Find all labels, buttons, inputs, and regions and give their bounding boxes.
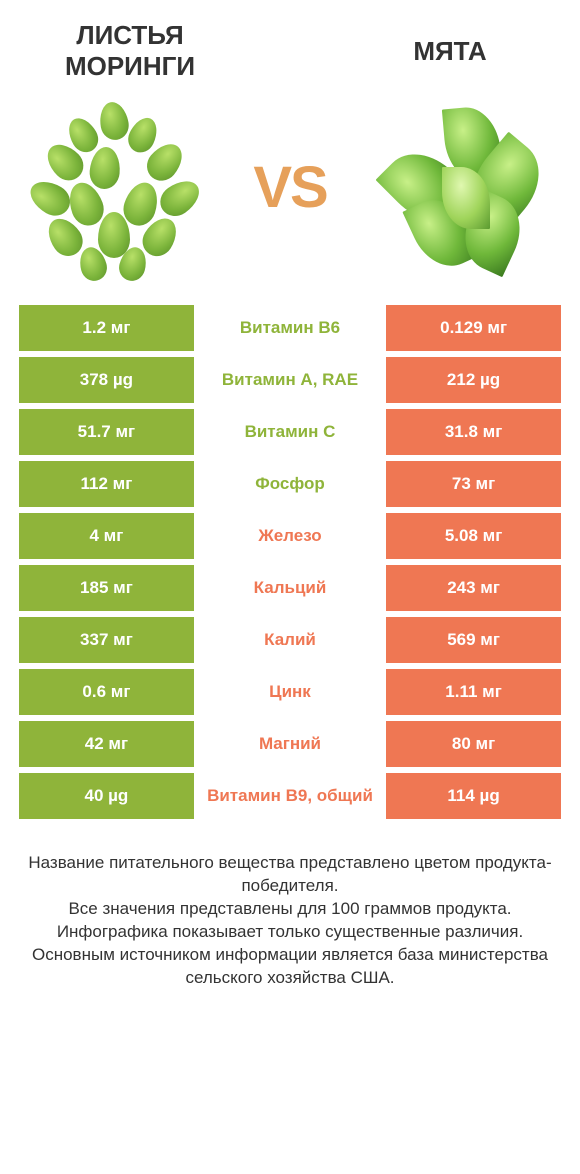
left-value-cell: 378 µg <box>16 354 197 406</box>
left-value-cell: 185 мг <box>16 562 197 614</box>
footnote-block: Название питательного вещества представл… <box>0 822 580 990</box>
table-row: 42 мгМагний80 мг <box>16 718 564 770</box>
nutrient-label-cell: Цинк <box>197 666 383 718</box>
comparison-table: 1.2 мгВитамин B60.129 мг378 µgВитамин A,… <box>0 302 580 822</box>
right-value-cell: 243 мг <box>383 562 564 614</box>
table-row: 378 µgВитамин A, RAE212 µg <box>16 354 564 406</box>
left-value-cell: 112 мг <box>16 458 197 510</box>
table-row: 51.7 мгВитамин C31.8 мг <box>16 406 564 458</box>
header-row: ЛИСТЬЯ МОРИНГИ МЯТА <box>0 0 580 82</box>
right-value-cell: 5.08 мг <box>383 510 564 562</box>
left-value-cell: 42 мг <box>16 718 197 770</box>
left-value-cell: 40 µg <box>16 770 197 822</box>
footnote-line: Название питательного вещества представл… <box>24 852 556 898</box>
nutrient-label-cell: Витамин B9, общий <box>197 770 383 822</box>
nutrient-label-cell: Витамин B6 <box>197 302 383 354</box>
nutrient-label-cell: Магний <box>197 718 383 770</box>
left-value-cell: 51.7 мг <box>16 406 197 458</box>
moringa-icon <box>20 92 210 282</box>
left-value-cell: 337 мг <box>16 614 197 666</box>
footnote-line: Инфографика показывает только существенн… <box>24 921 556 944</box>
nutrient-label-cell: Кальций <box>197 562 383 614</box>
images-row: VS <box>0 82 580 302</box>
right-value-cell: 73 мг <box>383 458 564 510</box>
mint-icon <box>370 92 560 282</box>
table-row: 4 мгЖелезо5.08 мг <box>16 510 564 562</box>
table-row: 112 мгФосфор73 мг <box>16 458 564 510</box>
footnote-line: Основным источником информации является … <box>24 944 556 990</box>
table-row: 0.6 мгЦинк1.11 мг <box>16 666 564 718</box>
right-product-title: МЯТА <box>350 36 550 67</box>
nutrient-label-cell: Железо <box>197 510 383 562</box>
table-row: 40 µgВитамин B9, общий114 µg <box>16 770 564 822</box>
nutrient-label-cell: Витамин A, RAE <box>197 354 383 406</box>
left-value-cell: 1.2 мг <box>16 302 197 354</box>
right-value-cell: 80 мг <box>383 718 564 770</box>
footnote-line: Все значения представлены для 100 граммо… <box>24 898 556 921</box>
table-row: 337 мгКалий569 мг <box>16 614 564 666</box>
right-value-cell: 31.8 мг <box>383 406 564 458</box>
vs-label: VS <box>253 154 326 221</box>
nutrient-label-cell: Фосфор <box>197 458 383 510</box>
table-row: 185 мгКальций243 мг <box>16 562 564 614</box>
right-value-cell: 569 мг <box>383 614 564 666</box>
right-value-cell: 0.129 мг <box>383 302 564 354</box>
left-value-cell: 4 мг <box>16 510 197 562</box>
right-value-cell: 212 µg <box>383 354 564 406</box>
table-row: 1.2 мгВитамин B60.129 мг <box>16 302 564 354</box>
right-value-cell: 1.11 мг <box>383 666 564 718</box>
right-value-cell: 114 µg <box>383 770 564 822</box>
nutrient-label-cell: Калий <box>197 614 383 666</box>
left-value-cell: 0.6 мг <box>16 666 197 718</box>
nutrient-label-cell: Витамин C <box>197 406 383 458</box>
left-product-title: ЛИСТЬЯ МОРИНГИ <box>30 20 230 82</box>
